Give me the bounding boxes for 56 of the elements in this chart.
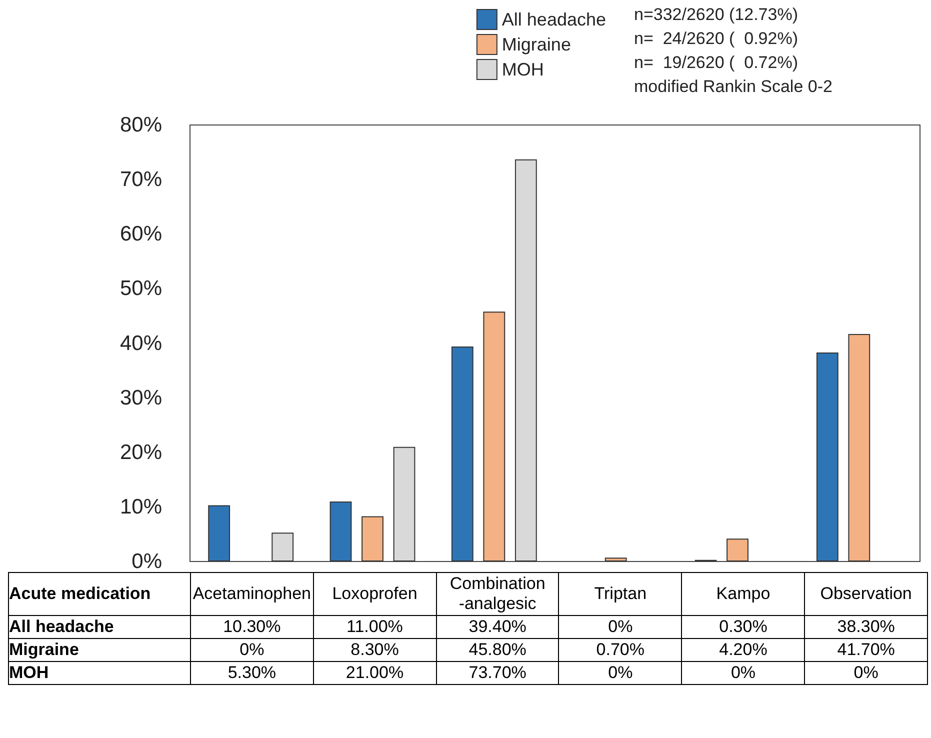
data-label: 38.30% xyxy=(804,616,928,638)
x-tick-label: Observation xyxy=(804,572,928,616)
legend-label: Migraine xyxy=(502,34,571,54)
data-label: 0% xyxy=(558,662,682,684)
legend-label: MOH xyxy=(502,60,544,80)
data-label: 5.30% xyxy=(190,662,314,684)
y-tick-label: 20% xyxy=(120,440,162,464)
bar xyxy=(816,352,838,562)
bar xyxy=(451,346,474,562)
legend-label: All headache xyxy=(502,10,606,30)
data-label: 41.70% xyxy=(804,638,928,662)
bar xyxy=(483,312,506,562)
text: n= 24/2620 ( 0.92%) xyxy=(634,29,798,48)
bar xyxy=(362,516,384,562)
bar xyxy=(393,446,416,562)
bar xyxy=(726,538,748,562)
text: modified Rankin Scale 0-2 xyxy=(634,77,832,96)
y-tick-label: 80% xyxy=(120,114,162,136)
text: n= 19/2620 ( 0.72%) xyxy=(634,53,798,72)
data-label: 0.70% xyxy=(558,638,682,662)
data-label: 0% xyxy=(682,662,805,684)
data-label: 0% xyxy=(558,616,682,638)
text: Migraine xyxy=(9,640,79,659)
data-label: 0.30% xyxy=(682,616,805,638)
data-label: 4.20% xyxy=(682,638,805,662)
data-label: 0% xyxy=(804,662,928,684)
x-tick-label: Kampo xyxy=(682,572,805,616)
data-label: 8.30% xyxy=(313,638,436,662)
data-label: 39.40% xyxy=(436,616,559,638)
bar xyxy=(330,501,352,562)
data-label: 73.70% xyxy=(436,662,559,684)
x-tick-label: Triptan xyxy=(558,572,682,616)
data-label: 0% xyxy=(190,638,314,662)
bar xyxy=(604,558,627,562)
y-tick-label: 40% xyxy=(120,332,162,355)
text: All headache xyxy=(9,617,114,636)
y-tick-label: 10% xyxy=(120,495,162,518)
x-tick-label: Loxoprofen xyxy=(313,572,436,616)
x-tick-label: Combination -analgesic xyxy=(436,572,559,616)
data-label: 45.80% xyxy=(436,638,559,662)
y-tick-label: 30% xyxy=(120,386,162,410)
bar xyxy=(208,505,230,562)
bar xyxy=(272,532,294,562)
y-tick-label: 50% xyxy=(120,277,162,300)
bar xyxy=(514,159,537,562)
y-tick-label: 0% xyxy=(132,550,162,573)
data-label: 11.00% xyxy=(313,616,436,638)
y-tick-label: 60% xyxy=(120,222,162,246)
text: MOH xyxy=(9,663,49,682)
x-tick-label: Acetaminophen xyxy=(190,572,314,616)
data-label: 10.30% xyxy=(190,616,314,638)
x-axis-title: Acute medication xyxy=(8,572,190,616)
y-tick-label: 70% xyxy=(120,168,162,192)
data-label: 21.00% xyxy=(313,662,436,684)
text: n=332/2620 (12.73%) xyxy=(634,5,798,24)
bar xyxy=(848,334,870,562)
